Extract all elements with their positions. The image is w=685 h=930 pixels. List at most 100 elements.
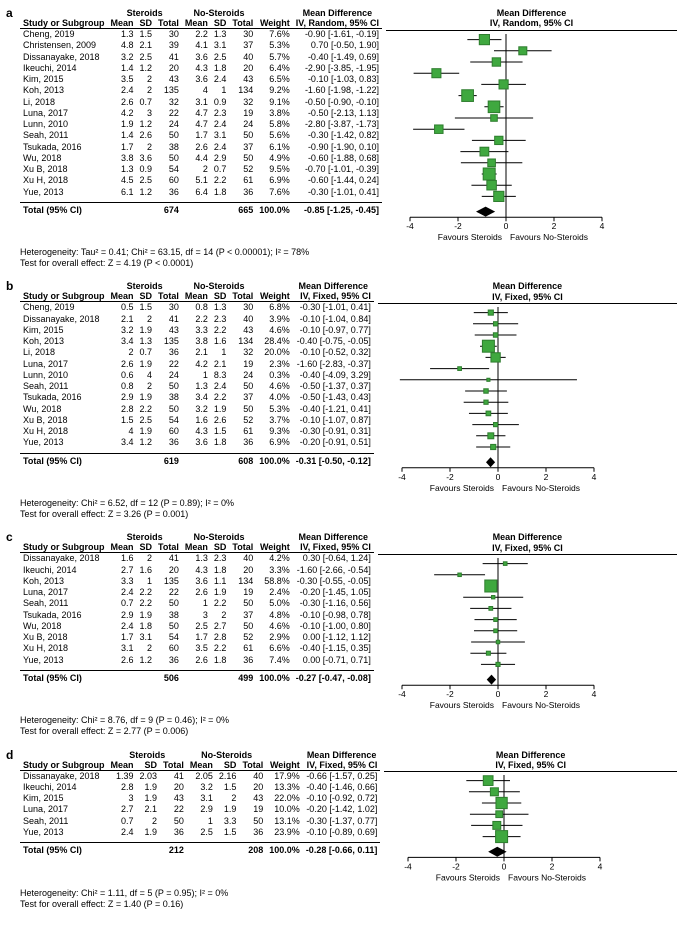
plot-header: Mean DifferenceIV, Fixed, 95% CI <box>378 532 677 555</box>
svg-text:0: 0 <box>495 472 500 482</box>
svg-text:-2: -2 <box>454 221 462 231</box>
panel-label: c <box>6 530 13 544</box>
svg-text:0: 0 <box>495 689 500 699</box>
study-marker <box>458 573 462 577</box>
forest-plot-svg: -4-2024Favours SteroidsFavours No-Steroi… <box>374 555 622 713</box>
svg-text:4: 4 <box>591 689 596 699</box>
forest-table: SteroidsNo-SteroidsMean DifferenceStudy … <box>20 8 382 216</box>
study-marker <box>488 310 493 315</box>
table-row: Koh, 20132.42135411349.2%-1.60 [-1.98, -… <box>20 85 382 96</box>
study-marker <box>488 433 494 439</box>
heterogeneity-text: Heterogeneity: Chi² = 1.11, df = 5 (P = … <box>20 888 677 911</box>
study-marker <box>485 580 497 592</box>
study-marker <box>496 831 508 843</box>
summary-diamond <box>486 457 495 467</box>
study-marker <box>482 340 494 352</box>
forest-table: SteroidsNo-SteroidsMean DifferenceStudy … <box>20 750 380 857</box>
table-row: Wu, 20182.82.2503.21.9505.3%-0.40 [-1.21… <box>20 404 374 415</box>
svg-text:2: 2 <box>552 221 557 231</box>
svg-text:Favours Steroids: Favours Steroids <box>438 232 502 242</box>
table-row: Seah, 20110.725013.35013.1%-0.30 [-1.37,… <box>20 816 380 827</box>
table-row: Luna, 20174.23224.72.3193.8%-0.50 [-2.13… <box>20 108 382 119</box>
svg-text:4: 4 <box>598 862 603 872</box>
svg-text:Favours Steroids: Favours Steroids <box>430 700 494 710</box>
panel-label: d <box>6 748 13 762</box>
table-row: Tsukada, 20162.91.9383.42.2374.0%-0.50 [… <box>20 392 374 403</box>
panel-label: b <box>6 279 13 293</box>
plot-header: Mean DifferenceIV, Fixed, 95% CI <box>378 281 677 304</box>
study-marker <box>462 89 474 101</box>
svg-text:-4: -4 <box>406 221 414 231</box>
svg-text:2: 2 <box>543 472 548 482</box>
table-row: Cheng, 20190.51.5300.81.3306.8%-0.30 [-1… <box>20 302 374 314</box>
study-marker <box>489 607 493 611</box>
study-marker <box>503 562 507 566</box>
study-marker <box>493 822 501 830</box>
table-row: Xu B, 20181.73.1541.72.8522.9%0.00 [-1.1… <box>20 632 374 643</box>
svg-text:-4: -4 <box>398 472 406 482</box>
svg-text:-2: -2 <box>446 689 454 699</box>
study-marker <box>490 444 495 449</box>
study-marker <box>496 640 499 643</box>
table-row: Seah, 20110.82501.32.4504.6%-0.50 [-1.37… <box>20 381 374 392</box>
study-marker <box>486 411 491 416</box>
study-marker <box>484 389 488 393</box>
table-row: Tsukada, 20162.91.93832374.8%-0.10 [-0.9… <box>20 610 374 621</box>
table-row: Wu, 20182.41.8502.52.7504.6%-0.10 [-1.00… <box>20 621 374 632</box>
table-row: Xu B, 20181.52.5541.62.6523.7%-0.10 [-1.… <box>20 415 374 426</box>
table-row: Wu, 20183.83.6504.42.9504.9%-0.60 [-1.88… <box>20 153 382 164</box>
study-marker <box>491 353 500 362</box>
table-row: Dissanayake, 20181.62411.32.3404.2%0.30 … <box>20 553 374 565</box>
plot-header: Mean DifferenceIV, Fixed, 95% CI <box>384 750 677 773</box>
forest-panel-c: c SteroidsNo-SteroidsMean DifferenceStudy… <box>8 532 677 737</box>
study-marker <box>519 46 527 54</box>
table-row: Luna, 20172.72.1222.91.91910.0%-0.20 [-1… <box>20 804 380 815</box>
study-marker <box>491 114 498 121</box>
table-row: Xu B, 20181.30.95420.7529.5%-0.70 [-1.01… <box>20 164 382 175</box>
table-row: Yue, 20136.11.2366.41.8367.6%-0.30 [-1.0… <box>20 187 382 198</box>
study-marker <box>493 423 497 427</box>
study-marker <box>499 80 508 89</box>
forest-table: SteroidsNo-SteroidsMean DifferenceStudy … <box>20 281 374 467</box>
table-row: Li, 20182.60.7323.10.9329.1%-0.50 [-0.90… <box>20 97 382 108</box>
study-marker <box>496 798 507 809</box>
svg-text:Favours No-Steroids: Favours No-Steroids <box>502 483 580 493</box>
table-row: Seah, 20110.72.25012.2505.0%-0.30 [-1.16… <box>20 598 374 609</box>
study-marker <box>495 136 503 144</box>
table-row: Tsukada, 20161.72382.62.4376.1%-0.90 [-1… <box>20 142 382 153</box>
forest-plot-svg: -4-2024Favours SteroidsFavours No-Steroi… <box>380 772 628 885</box>
svg-text:2: 2 <box>543 689 548 699</box>
heterogeneity-text: Heterogeneity: Chi² = 8.76, df = 9 (P = … <box>20 715 677 738</box>
forest-panel-a: a SteroidsNo-SteroidsMean DifferenceStudy… <box>8 8 677 269</box>
svg-text:-4: -4 <box>405 862 413 872</box>
table-row: Yue, 20132.41.9362.51.53623.9%-0.10 [-0.… <box>20 827 380 838</box>
summary-diamond <box>476 206 495 216</box>
study-marker <box>458 367 462 371</box>
svg-text:4: 4 <box>591 472 596 482</box>
study-marker <box>492 57 500 65</box>
forest-plot-svg: -4-2024Favours SteroidsFavours No-Steroi… <box>382 31 630 245</box>
svg-text:Favours No-Steroids: Favours No-Steroids <box>508 873 586 883</box>
forest-panel-d: d SteroidsNo-SteroidsMean DifferenceStudy… <box>8 750 677 911</box>
table-row: Ikeuchi, 20142.81.9203.21.52013.3%-0.40 … <box>20 782 380 793</box>
panel-label: a <box>6 6 13 20</box>
study-marker <box>488 101 500 113</box>
forest-plot-svg: -4-2024Favours SteroidsFavours No-Steroi… <box>374 304 622 496</box>
study-marker <box>496 811 503 818</box>
study-marker <box>480 147 489 156</box>
svg-text:0: 0 <box>504 221 509 231</box>
table-row: Dissanayake, 20181.392.03412.052.164017.… <box>20 770 380 782</box>
svg-text:Favours No-Steroids: Favours No-Steroids <box>510 232 588 242</box>
study-marker <box>484 400 488 404</box>
study-marker <box>496 662 500 666</box>
study-marker <box>491 788 499 796</box>
study-marker <box>483 168 495 180</box>
summary-diamond <box>487 675 496 685</box>
study-marker <box>487 180 497 190</box>
heterogeneity-text: Heterogeneity: Tau² = 0.41; Chi² = 63.15… <box>20 247 677 270</box>
forest-table: SteroidsNo-SteroidsMean DifferenceStudy … <box>20 532 374 684</box>
study-marker <box>494 191 504 201</box>
table-row: Kim, 20153.52433.62.4436.5%-0.10 [-1.03,… <box>20 74 382 85</box>
study-marker <box>486 651 490 655</box>
table-row: Xu H, 201841.9604.31.5619.3%-0.30 [-0.91… <box>20 426 374 437</box>
